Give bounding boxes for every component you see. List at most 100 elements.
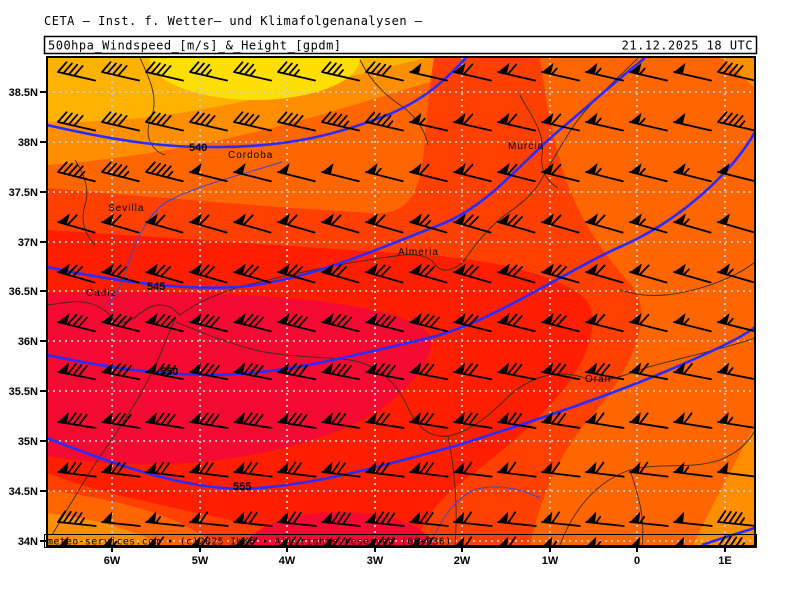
wind-barb	[101, 511, 141, 527]
barb-staff	[321, 511, 361, 527]
pennant	[542, 412, 553, 424]
pennant	[366, 511, 377, 523]
wind-barb	[717, 362, 755, 381]
wind-barb	[365, 313, 404, 333]
pennant	[322, 163, 334, 175]
lon-label: 3W	[367, 555, 384, 567]
wind-barb	[365, 263, 404, 284]
wind-barb	[57, 213, 96, 234]
speed-band	[150, 58, 360, 100]
wind-barb	[629, 213, 668, 234]
product-name: 500hpa_Windspeed_[m/s]_&_Height_[gpdm]	[48, 39, 342, 53]
barb-staff	[277, 511, 317, 527]
wind-barb	[541, 362, 581, 381]
barb-staff	[541, 163, 580, 183]
pennant	[586, 62, 598, 75]
height-contour-545	[47, 57, 646, 290]
wind-barb	[322, 536, 352, 546]
barb-staff	[233, 412, 273, 429]
pennant	[146, 213, 158, 225]
pennant	[146, 536, 157, 546]
pennant	[586, 511, 597, 523]
pennant	[102, 213, 114, 225]
barb-staff	[585, 515, 625, 527]
pennant	[586, 362, 598, 374]
barb-staff	[145, 61, 184, 82]
wind-barb	[57, 412, 97, 429]
pennant	[410, 461, 421, 474]
wind-barb	[365, 412, 405, 429]
pennant	[498, 62, 510, 75]
wind-barb	[497, 163, 536, 183]
pennant	[58, 412, 69, 424]
pennant	[146, 412, 157, 424]
pennant	[454, 163, 466, 175]
wind-barb	[57, 111, 96, 132]
lon-label: 1E	[718, 555, 731, 567]
wind-barb	[321, 313, 360, 333]
barb-staff	[497, 511, 537, 527]
barb-staff	[409, 313, 448, 333]
barb-staff	[409, 71, 448, 82]
pennant	[146, 511, 157, 523]
coastline	[519, 94, 559, 189]
height-contour-555	[47, 325, 755, 491]
wind-barb	[233, 511, 273, 527]
wind-barb	[673, 362, 713, 381]
wind-barb	[365, 213, 404, 234]
pennant	[366, 263, 378, 275]
pennant	[190, 461, 201, 474]
pennant	[278, 313, 290, 325]
pennant	[674, 511, 685, 523]
barb-staff	[673, 268, 712, 284]
barb-staff	[365, 111, 404, 132]
pennant	[542, 362, 554, 374]
datetime: 21.12.2025 18 UTC	[622, 39, 753, 53]
wind-barb	[101, 362, 141, 381]
pennant	[366, 163, 378, 175]
barb-staff	[629, 313, 668, 333]
wind-barb	[629, 362, 669, 381]
barb-staff	[629, 515, 669, 527]
pennant	[454, 263, 466, 275]
wind-barb	[541, 112, 580, 132]
height-contour-560	[701, 526, 755, 546]
lat-label: 34.5N	[9, 486, 38, 498]
barb-staff	[321, 61, 360, 82]
wind-barb	[233, 263, 272, 284]
wind-barb	[145, 313, 184, 333]
pennant	[674, 313, 686, 325]
barb-staff	[365, 461, 405, 478]
wind-barb	[277, 61, 316, 82]
barb-staff	[233, 111, 272, 132]
pennant	[630, 163, 642, 175]
lat-label: 36.5N	[9, 286, 38, 298]
barb-staff	[453, 511, 493, 527]
wind-barb	[453, 313, 492, 333]
river	[107, 161, 283, 306]
pennant	[542, 511, 553, 523]
wind-barb	[629, 313, 668, 333]
wind-barb	[365, 511, 405, 527]
barb-staff	[332, 536, 352, 546]
barb-staff	[101, 313, 140, 333]
pennant	[542, 163, 554, 175]
wind-barb	[541, 62, 580, 82]
barb-staff	[277, 264, 316, 284]
pennant	[278, 536, 289, 546]
pennant	[498, 412, 509, 424]
barb-staff	[101, 521, 141, 527]
barb-staff	[365, 362, 405, 381]
pennant	[498, 461, 509, 474]
barb-staff	[101, 264, 140, 284]
barb-staff	[541, 313, 580, 333]
wind-barb	[233, 461, 273, 478]
wind-barb	[102, 536, 118, 546]
lon-label: 5W	[192, 555, 209, 567]
pennant	[586, 112, 598, 125]
pennant	[454, 213, 466, 225]
wind-barb	[409, 163, 448, 183]
wind-barb	[321, 362, 361, 381]
pennant	[498, 511, 509, 523]
